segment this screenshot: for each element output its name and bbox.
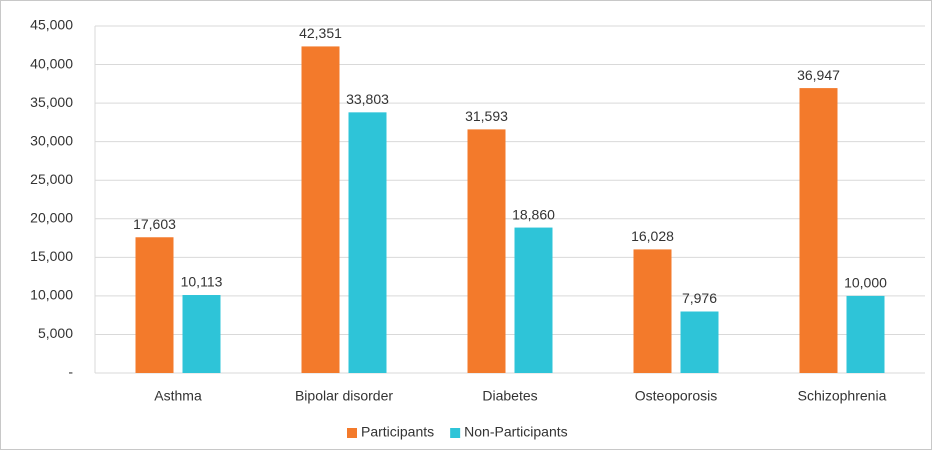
x-tick-label: Diabetes (482, 388, 537, 404)
y-tick-label: - (68, 364, 73, 380)
x-tick-label: Asthma (154, 388, 202, 404)
y-tick-label: 25,000 (30, 171, 73, 187)
data-label: 10,113 (181, 274, 223, 290)
y-tick-label: 5,000 (38, 325, 73, 341)
x-tick-label: Bipolar disorder (295, 388, 393, 404)
data-label: 16,028 (631, 228, 674, 244)
data-label: 33,803 (346, 91, 389, 107)
y-tick-label: 35,000 (30, 94, 73, 110)
y-tick-label: 20,000 (30, 209, 73, 225)
bar (514, 227, 553, 373)
y-tick-label: 30,000 (30, 132, 73, 148)
y-tick-label: 15,000 (30, 248, 73, 264)
data-label: 17,603 (133, 216, 176, 232)
data-label: 7,976 (682, 290, 717, 306)
data-label: 36,947 (797, 67, 840, 83)
y-tick-label: 40,000 (30, 55, 73, 71)
bar (633, 249, 672, 373)
data-label: 10,000 (844, 275, 887, 291)
bar (135, 237, 174, 373)
bar (799, 88, 838, 373)
legend-label: Non-Participants (464, 424, 568, 440)
x-tick-label: Schizophrenia (798, 388, 887, 404)
legend-swatch (347, 428, 357, 438)
legend-label: Participants (361, 424, 434, 440)
data-label: 31,593 (465, 108, 508, 124)
y-tick-label: 45,000 (30, 17, 73, 33)
bar (467, 129, 506, 373)
bar (680, 311, 719, 373)
bar (182, 295, 221, 373)
data-label: 42,351 (299, 25, 342, 41)
bar (301, 46, 340, 374)
data-label: 18,860 (512, 206, 555, 222)
bar (348, 112, 387, 373)
y-tick-label: 10,000 (30, 287, 73, 303)
legend-swatch (450, 428, 461, 438)
x-tick-label: Osteoporosis (635, 388, 717, 404)
bar (846, 295, 885, 373)
